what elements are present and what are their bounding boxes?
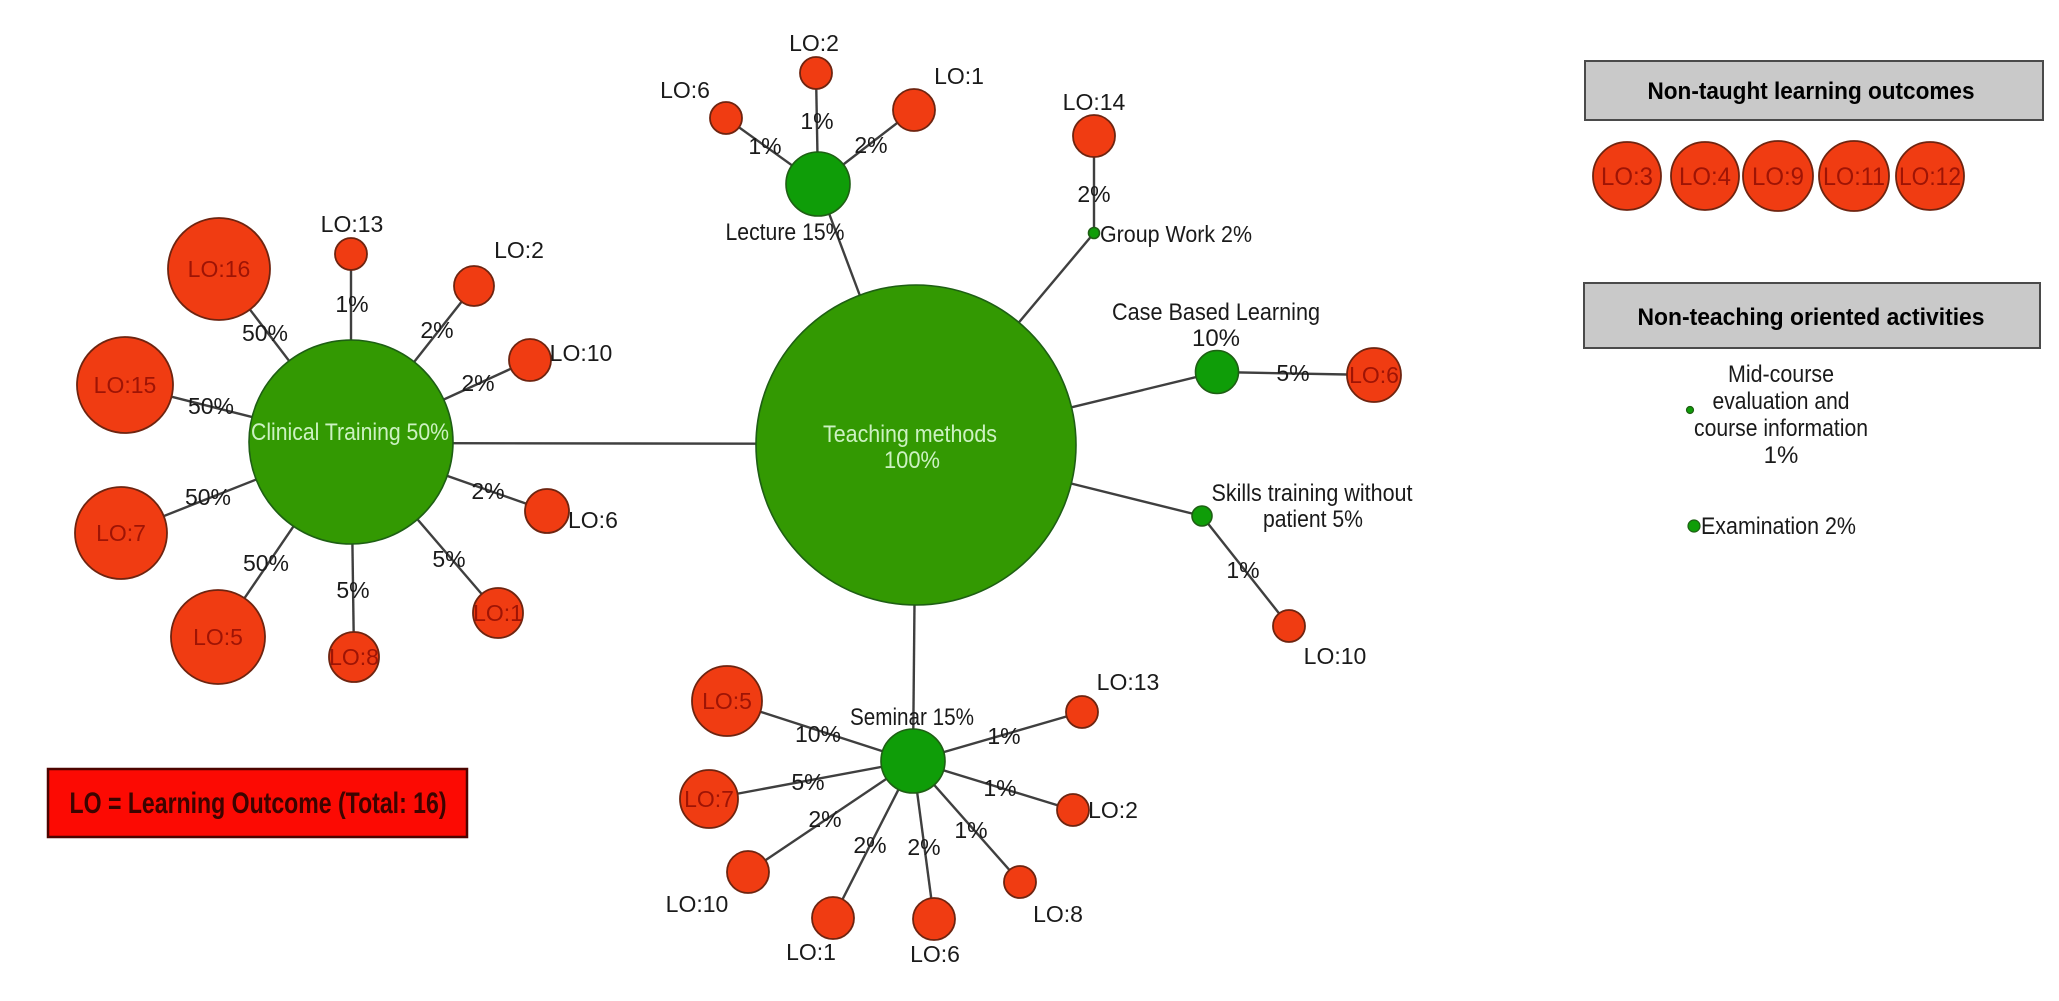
svg-text:2%: 2% [420,317,453,343]
svg-text:LO:10: LO:10 [550,340,613,366]
svg-text:Examination 2%: Examination 2% [1701,513,1856,540]
svg-text:5%: 5% [432,546,465,572]
svg-text:LO:6: LO:6 [660,77,710,103]
svg-text:Teaching methods: Teaching methods [823,421,997,448]
svg-text:LO:13: LO:13 [321,211,384,237]
svg-text:patient 5%: patient 5% [1263,506,1363,533]
svg-text:5%: 5% [1276,360,1309,386]
svg-text:Non-taught learning outcomes: Non-taught learning outcomes [1648,78,1975,105]
svg-text:course information: course information [1694,415,1868,442]
svg-text:1%: 1% [800,108,833,134]
svg-text:LO:2: LO:2 [1088,797,1138,823]
svg-text:LO:2: LO:2 [789,30,839,56]
svg-text:LO:10: LO:10 [1304,643,1367,669]
svg-text:2%: 2% [461,370,494,396]
svg-text:LO:3: LO:3 [1601,163,1653,191]
svg-text:LO:16: LO:16 [188,256,251,282]
svg-text:5%: 5% [336,577,369,603]
svg-text:Skills training without: Skills training without [1212,480,1413,507]
svg-text:LO:12: LO:12 [1899,163,1961,191]
svg-text:LO = Learning Outcome (Total:: LO = Learning Outcome (Total: 16) [70,787,447,820]
svg-text:50%: 50% [185,484,231,510]
svg-text:1%: 1% [1226,557,1259,583]
svg-text:LO:4: LO:4 [1679,163,1731,191]
svg-text:Case Based Learning: Case Based Learning [1112,299,1320,326]
svg-text:1%: 1% [987,723,1020,749]
svg-text:10%: 10% [1192,325,1240,352]
svg-text:LO:2: LO:2 [494,237,544,263]
svg-text:LO:1: LO:1 [934,63,984,89]
svg-text:LO:9: LO:9 [1752,163,1804,191]
svg-text:LO:1: LO:1 [473,600,523,626]
svg-text:LO:10: LO:10 [666,891,729,917]
svg-text:LO:5: LO:5 [702,688,752,714]
svg-text:2%: 2% [471,478,504,504]
svg-text:LO:6: LO:6 [910,941,960,967]
svg-text:LO:6: LO:6 [568,507,618,533]
svg-text:1%: 1% [983,775,1016,801]
svg-text:Seminar 15%: Seminar 15% [850,704,974,731]
svg-text:LO:1: LO:1 [786,939,836,965]
svg-text:LO:8: LO:8 [1033,901,1083,927]
svg-text:1%: 1% [1764,442,1799,469]
svg-text:Group Work 2%: Group Work 2% [1100,221,1252,247]
svg-text:LO:11: LO:11 [1823,163,1885,191]
svg-text:LO:8: LO:8 [329,644,379,670]
svg-text:2%: 2% [808,806,841,832]
svg-text:50%: 50% [243,550,289,576]
svg-text:LO:15: LO:15 [94,372,157,398]
svg-text:2%: 2% [907,834,940,860]
svg-text:LO:14: LO:14 [1063,89,1126,115]
svg-text:LO:7: LO:7 [96,520,146,546]
svg-text:10%: 10% [795,721,841,747]
svg-text:LO:5: LO:5 [193,624,243,650]
svg-text:Mid-course: Mid-course [1728,361,1834,388]
svg-text:5%: 5% [791,769,824,795]
svg-text:Non-teaching oriented activiti: Non-teaching oriented activities [1638,304,1985,331]
svg-text:1%: 1% [748,133,781,159]
svg-text:evaluation and: evaluation and [1713,388,1850,415]
svg-text:2%: 2% [853,832,886,858]
svg-text:50%: 50% [242,320,288,346]
svg-text:LO:6: LO:6 [1349,362,1399,388]
svg-text:1%: 1% [335,291,368,317]
svg-text:Clinical Training 50%: Clinical Training 50% [251,419,449,446]
svg-text:2%: 2% [854,132,887,158]
svg-text:2%: 2% [1077,181,1110,207]
svg-text:LO:13: LO:13 [1097,669,1160,695]
svg-text:50%: 50% [188,393,234,419]
svg-text:Lecture 15%: Lecture 15% [726,219,845,246]
svg-text:1%: 1% [954,817,987,843]
svg-text:LO:7: LO:7 [684,786,734,812]
svg-text:100%: 100% [884,447,940,474]
